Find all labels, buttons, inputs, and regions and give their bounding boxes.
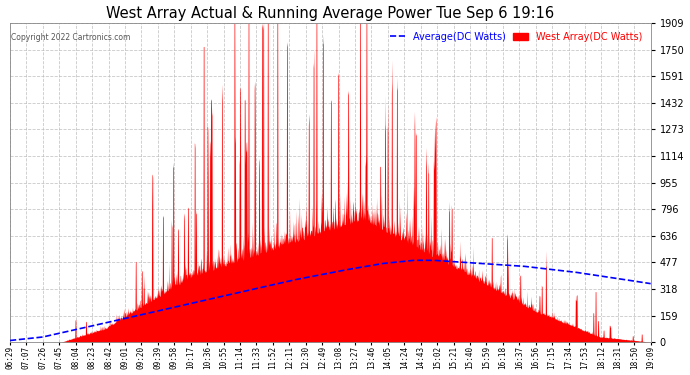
- Title: West Array Actual & Running Average Power Tue Sep 6 19:16: West Array Actual & Running Average Powe…: [106, 6, 555, 21]
- Text: Copyright 2022 Cartronics.com: Copyright 2022 Cartronics.com: [11, 33, 130, 42]
- Legend: Average(DC Watts), West Array(DC Watts): Average(DC Watts), West Array(DC Watts): [386, 28, 646, 46]
